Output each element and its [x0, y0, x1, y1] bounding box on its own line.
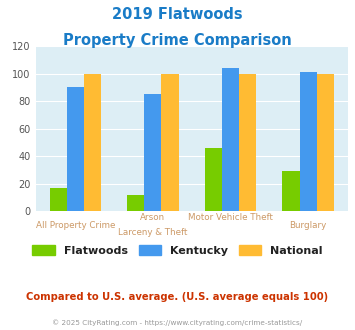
Text: 2019 Flatwoods: 2019 Flatwoods	[112, 7, 243, 21]
Bar	[162, 74, 179, 211]
Bar	[300, 72, 317, 211]
Bar	[84, 74, 101, 211]
Bar	[144, 94, 162, 211]
Text: © 2025 CityRating.com - https://www.cityrating.com/crime-statistics/: © 2025 CityRating.com - https://www.city…	[53, 319, 302, 326]
Bar	[205, 148, 222, 211]
Text: Compared to U.S. average. (U.S. average equals 100): Compared to U.S. average. (U.S. average …	[26, 292, 329, 302]
Bar	[222, 68, 239, 211]
Bar	[317, 74, 334, 211]
Bar	[283, 171, 300, 211]
Text: Motor Vehicle Theft: Motor Vehicle Theft	[188, 213, 273, 222]
Text: Arson: Arson	[140, 213, 165, 222]
Bar	[239, 74, 256, 211]
Bar	[127, 195, 144, 211]
Text: All Property Crime: All Property Crime	[36, 221, 115, 230]
Text: Property Crime Comparison: Property Crime Comparison	[63, 33, 292, 48]
Bar	[50, 188, 67, 211]
Text: Larceny & Theft: Larceny & Theft	[118, 228, 187, 237]
Text: Burglary: Burglary	[289, 221, 327, 230]
Legend: Flatwoods, Kentucky, National: Flatwoods, Kentucky, National	[28, 240, 327, 260]
Bar	[67, 87, 84, 211]
